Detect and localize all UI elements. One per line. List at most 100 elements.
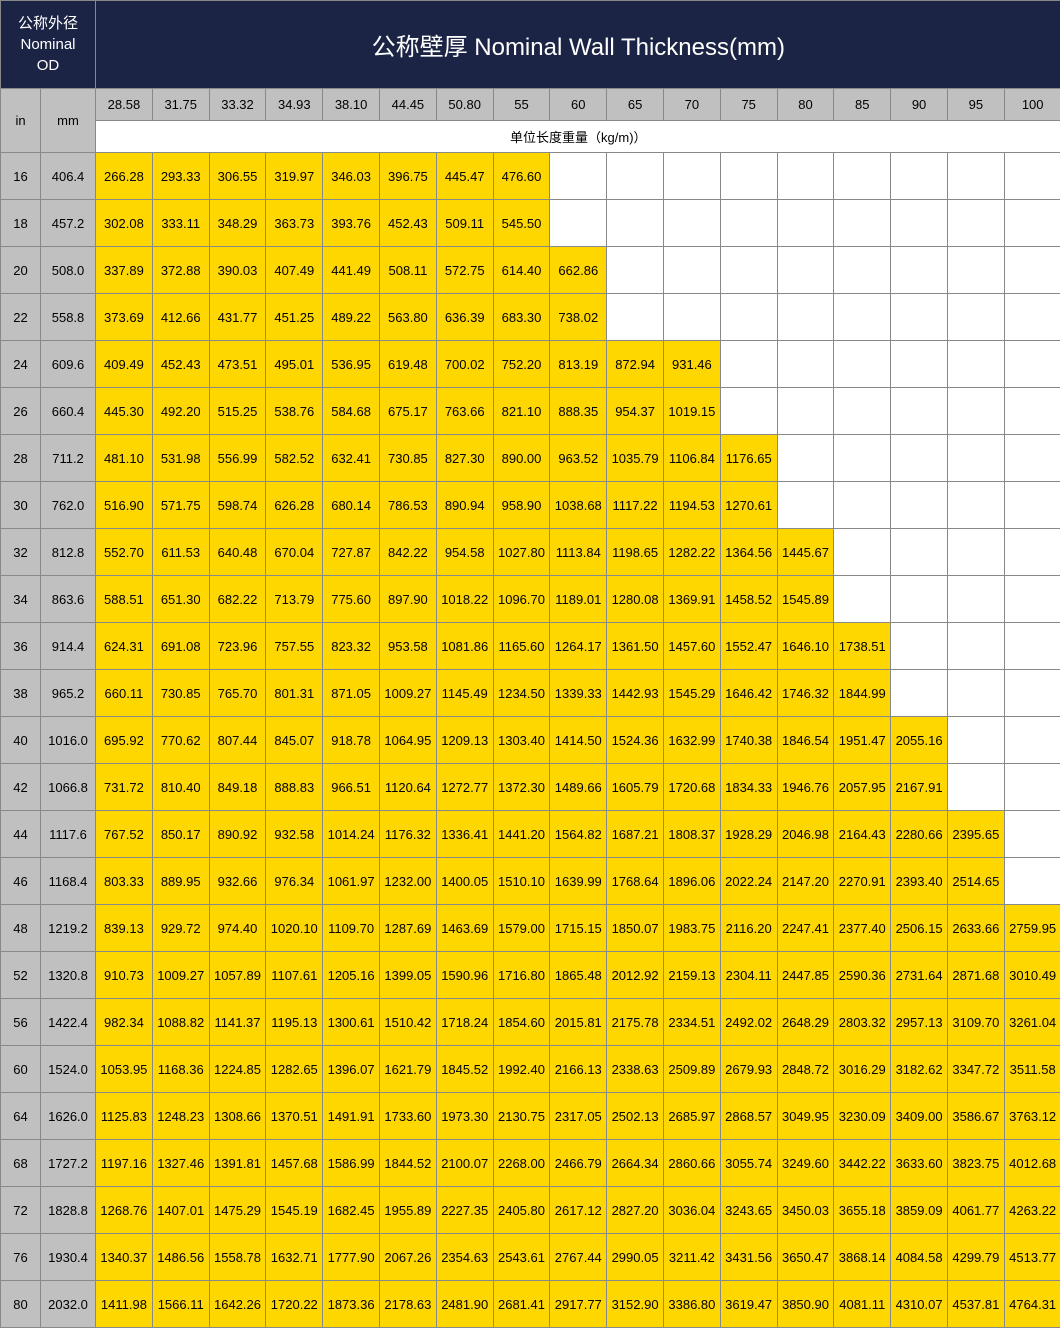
weight-cell: 813.19	[550, 341, 607, 388]
weight-cell: 508.11	[380, 247, 437, 294]
weight-cell: 4061.77	[947, 1187, 1004, 1234]
table-body: 16406.4266.28293.33306.55319.97346.03396…	[1, 153, 1060, 1328]
weight-cell: 1844.99	[834, 670, 891, 717]
table-row: 34863.6588.51651.30682.22713.79775.60897…	[1, 576, 1060, 623]
weight-cell	[834, 341, 891, 388]
weight-cell: 319.97	[266, 153, 323, 200]
row-in: 72	[1, 1187, 41, 1234]
weight-cell: 1768.64	[607, 858, 664, 905]
weight-cell: 293.33	[152, 153, 209, 200]
weight-cell: 481.10	[96, 435, 153, 482]
weight-cell: 2767.44	[550, 1234, 607, 1281]
weight-cell: 821.10	[493, 388, 550, 435]
weight-cell: 3868.14	[834, 1234, 891, 1281]
weight-cell: 953.58	[380, 623, 437, 670]
row-mm: 1219.2	[41, 905, 96, 952]
weight-cell: 1834.33	[720, 764, 777, 811]
weight-cell: 810.40	[152, 764, 209, 811]
weight-cell: 1458.52	[720, 576, 777, 623]
weight-cell: 452.43	[380, 200, 437, 247]
weight-cell: 1287.69	[380, 905, 437, 952]
weight-cell: 2759.95	[1004, 905, 1060, 952]
weight-cell: 727.87	[323, 529, 380, 576]
weight-cell: 1370.51	[266, 1093, 323, 1140]
weight-cell	[1004, 388, 1060, 435]
weight-cell: 1489.66	[550, 764, 607, 811]
thickness-col: 44.45	[380, 89, 437, 121]
weight-cell: 890.92	[209, 811, 266, 858]
table-row: 32812.8552.70611.53640.48670.04727.87842…	[1, 529, 1060, 576]
weight-cell: 571.75	[152, 482, 209, 529]
weight-cell: 1524.36	[607, 717, 664, 764]
thickness-col: 65	[607, 89, 664, 121]
weight-cell: 932.66	[209, 858, 266, 905]
weight-cell: 1224.85	[209, 1046, 266, 1093]
row-mm: 1066.8	[41, 764, 96, 811]
weight-cell: 730.85	[380, 435, 437, 482]
table-row: 401016.0695.92770.62807.44845.07918.7810…	[1, 717, 1060, 764]
weight-cell: 3347.72	[947, 1046, 1004, 1093]
table-row: 721828.81268.761407.011475.291545.191682…	[1, 1187, 1060, 1234]
weight-cell: 306.55	[209, 153, 266, 200]
weight-cell: 3850.90	[777, 1281, 834, 1328]
weight-cell: 1983.75	[663, 905, 720, 952]
weight-cell: 827.30	[436, 435, 493, 482]
weight-unit-label: 单位长度重量（kg/m)）	[96, 121, 1060, 153]
weight-cell: 373.69	[96, 294, 153, 341]
weight-cell: 807.44	[209, 717, 266, 764]
weight-cell: 556.99	[209, 435, 266, 482]
weight-cell: 1414.50	[550, 717, 607, 764]
weight-cell: 640.48	[209, 529, 266, 576]
weight-cell	[891, 435, 948, 482]
weight-cell: 2175.78	[607, 999, 664, 1046]
weight-cell: 1064.95	[380, 717, 437, 764]
table-row: 461168.4803.33889.95932.66976.341061.971…	[1, 858, 1060, 905]
weight-cell: 660.11	[96, 670, 153, 717]
weight-cell	[777, 341, 834, 388]
weight-cell: 823.32	[323, 623, 380, 670]
weight-cell: 1566.11	[152, 1281, 209, 1328]
row-in: 30	[1, 482, 41, 529]
weight-cell: 4299.79	[947, 1234, 1004, 1281]
pipe-weight-table: 公称外径 Nominal OD 公称壁厚 Nominal Wall Thickn…	[0, 0, 1060, 1328]
weight-cell: 2590.36	[834, 952, 891, 999]
weight-cell: 393.76	[323, 200, 380, 247]
weight-cell: 1407.01	[152, 1187, 209, 1234]
weight-cell: 929.72	[152, 905, 209, 952]
row-in: 24	[1, 341, 41, 388]
weight-cell: 2685.97	[663, 1093, 720, 1140]
weight-cell: 954.58	[436, 529, 493, 576]
weight-cell: 1189.01	[550, 576, 607, 623]
weight-cell: 3442.22	[834, 1140, 891, 1187]
weight-cell	[891, 341, 948, 388]
table-row: 802032.01411.981566.111642.261720.221873…	[1, 1281, 1060, 1328]
weight-cell: 1014.24	[323, 811, 380, 858]
weight-cell: 1865.48	[550, 952, 607, 999]
weight-cell	[947, 388, 1004, 435]
weight-cell: 1682.45	[323, 1187, 380, 1234]
weight-cell: 441.49	[323, 247, 380, 294]
row-mm: 1320.8	[41, 952, 96, 999]
weight-cell: 3261.04	[1004, 999, 1060, 1046]
table-row: 36914.4624.31691.08723.96757.55823.32953…	[1, 623, 1060, 670]
table-row: 30762.0516.90571.75598.74626.28680.14786…	[1, 482, 1060, 529]
weight-cell: 683.30	[493, 294, 550, 341]
weight-cell: 3152.90	[607, 1281, 664, 1328]
weight-cell: 2633.66	[947, 905, 1004, 952]
row-in: 76	[1, 1234, 41, 1281]
weight-cell: 509.11	[436, 200, 493, 247]
row-in: 28	[1, 435, 41, 482]
row-in: 18	[1, 200, 41, 247]
weight-cell: 1552.47	[720, 623, 777, 670]
weight-cell: 1264.17	[550, 623, 607, 670]
weight-cell	[1004, 153, 1060, 200]
row-mm: 1626.0	[41, 1093, 96, 1140]
weight-cell: 1642.26	[209, 1281, 266, 1328]
table-row: 421066.8731.72810.40849.18888.83966.5111…	[1, 764, 1060, 811]
weight-cell	[607, 153, 664, 200]
weight-cell: 2270.91	[834, 858, 891, 905]
row-in: 64	[1, 1093, 41, 1140]
weight-cell	[891, 388, 948, 435]
thickness-col: 38.10	[323, 89, 380, 121]
weight-cell: 1194.53	[663, 482, 720, 529]
